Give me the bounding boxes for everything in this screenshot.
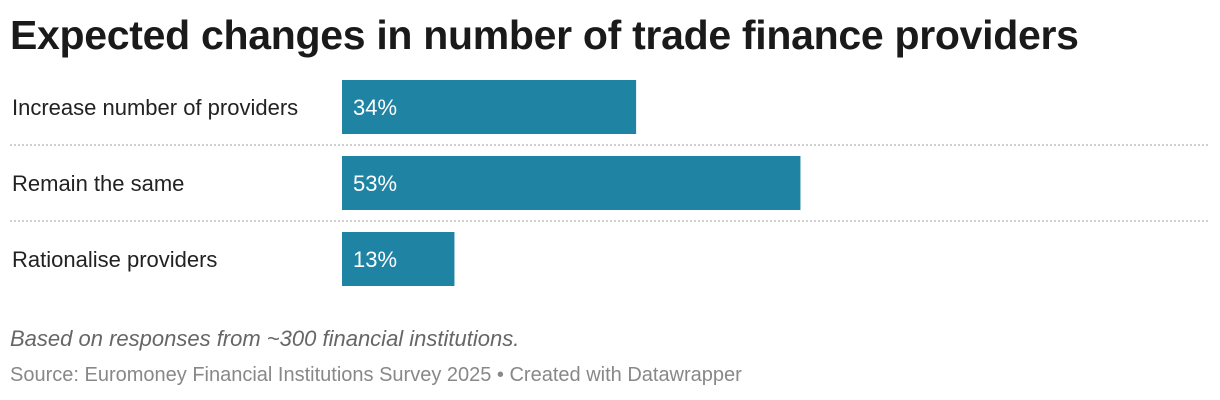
category-label: Rationalise providers: [12, 247, 217, 272]
bar: [342, 156, 801, 210]
chart-note: Based on responses from ~300 financial i…: [10, 326, 520, 351]
category-label: Increase number of providers: [12, 95, 298, 120]
chart-title: Expected changes in number of trade fina…: [10, 12, 1079, 58]
chart-source: Source: Euromoney Financial Institutions…: [10, 364, 742, 386]
value-label: 53%: [353, 171, 397, 196]
bar: [342, 232, 455, 286]
value-label: 34%: [353, 95, 397, 120]
bar: [342, 80, 637, 134]
value-label: 13%: [353, 247, 397, 272]
category-label: Remain the same: [12, 171, 184, 196]
